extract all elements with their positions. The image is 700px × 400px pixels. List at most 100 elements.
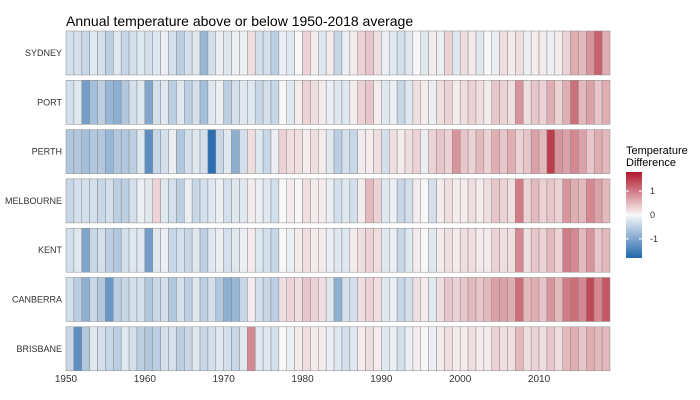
- heatmap-cell-sydney-1978: [286, 30, 295, 76]
- heatmap-cell-brisbane-2000: [459, 326, 469, 372]
- heatmap-cell-kent-1991: [389, 227, 398, 273]
- heatmap-cell-melbourne-1965: [184, 178, 193, 224]
- heatmap-cell-port-1972: [239, 80, 248, 125]
- heatmap-cell-canberra-1967: [199, 277, 209, 322]
- heatmap-cell-perth-1985: [341, 129, 351, 174]
- heatmap-cell-sydney-1983: [325, 30, 335, 76]
- heatmap-cell-port-1956: [113, 80, 122, 125]
- heatmap-cell-kent-1973: [247, 227, 256, 273]
- heatmap-cell-melbourne-1957: [120, 178, 130, 224]
- heatmap-cell-sydney-1992: [396, 30, 406, 76]
- heatmap-cell-canberra-1954: [97, 277, 106, 322]
- heatmap-cell-perth-1992: [396, 129, 406, 174]
- heatmap-cell-melbourne-2010: [538, 178, 548, 224]
- heatmap-cell-sydney-1970: [223, 30, 232, 76]
- row-label: SYDNEY: [25, 48, 62, 58]
- heatmap-cell-sydney-1965: [184, 30, 193, 76]
- heatmap-cell-port-1989: [373, 80, 382, 125]
- heatmap-cell-melbourne-1999: [452, 178, 461, 224]
- heatmap-cell-kent-1952: [81, 227, 90, 273]
- heatmap-cell-brisbane-1985: [341, 326, 351, 372]
- heatmap-cell-brisbane-1958: [128, 326, 138, 372]
- heatmap-cell-brisbane-2008: [523, 326, 532, 372]
- heatmap-cell-melbourne-2012: [554, 178, 563, 224]
- heatmap-cell-canberra-1965: [184, 277, 193, 322]
- heatmap-cell-canberra-1998: [444, 277, 453, 322]
- heatmap-cell-sydney-1996: [428, 30, 437, 76]
- heatmap-cell-brisbane-2014: [570, 326, 579, 372]
- heatmap-cell-kent-1986: [349, 227, 358, 273]
- heatmap-cell-brisbane-1977: [278, 326, 287, 372]
- heatmap-cell-brisbane-1966: [191, 326, 201, 372]
- heatmap-cell-melbourne-1966: [191, 178, 201, 224]
- heatmap-cell-melbourne-2001: [467, 178, 477, 224]
- heatmap-cell-perth-2017: [593, 129, 603, 174]
- heatmap-cell-perth-1999: [452, 129, 461, 174]
- heatmap-cell-sydney-1976: [270, 30, 280, 76]
- heatmap-cell-kent-1951: [73, 227, 83, 273]
- heatmap-cell-sydney-1966: [191, 30, 201, 76]
- heatmap-cell-brisbane-2006: [507, 326, 516, 372]
- heatmap-cell-canberra-1991: [389, 277, 398, 322]
- heatmap-cell-canberra-1957: [120, 277, 130, 322]
- heatmap-cell-canberra-1966: [191, 277, 201, 322]
- heatmap-cell-port-2010: [538, 80, 548, 125]
- heatmap-cell-brisbane-1996: [428, 326, 437, 372]
- heatmap-cell-brisbane-1980: [302, 326, 311, 372]
- heatmap-cell-melbourne-1955: [105, 178, 114, 224]
- heatmap-cell-melbourne-1998: [444, 178, 453, 224]
- heatmap-cell-melbourne-1972: [239, 178, 248, 224]
- heatmap-cell-canberra-1987: [357, 277, 366, 322]
- heatmap-cell-kent-2015: [578, 227, 587, 273]
- heatmap-cell-perth-1977: [278, 129, 287, 174]
- heatmap-cell-melbourne-1958: [128, 178, 138, 224]
- heatmap-cell-melbourne-1977: [278, 178, 287, 224]
- heatmap-cell-perth-1954: [97, 129, 106, 174]
- heatmap-cell-sydney-1973: [247, 30, 256, 76]
- heatmap-cell-brisbane-2013: [562, 326, 571, 372]
- heatmap-cell-sydney-2001: [467, 30, 477, 76]
- heatmap-cell-kent-2010: [538, 227, 548, 273]
- heatmap-cell-canberra-1994: [412, 277, 422, 322]
- heatmap-cell-kent-1981: [310, 227, 319, 273]
- heatmap-cell-sydney-1999: [452, 30, 461, 76]
- heatmap-cell-perth-1956: [113, 129, 122, 174]
- heatmap-cell-brisbane-1998: [444, 326, 453, 372]
- heatmap-cell-kent-2008: [523, 227, 532, 273]
- heatmap-cell-perth-1972: [239, 129, 248, 174]
- heatmap-cell-brisbane-1971: [231, 326, 240, 372]
- heatmap-cell-port-1955: [105, 80, 114, 125]
- heatmap-cell-kent-1984: [333, 227, 343, 273]
- heatmap-cell-melbourne-1978: [286, 178, 295, 224]
- x-tick-label: 1980: [291, 374, 314, 385]
- heatmap-cell-sydney-1968: [207, 30, 217, 76]
- heatmap-cell-kent-1972: [239, 227, 248, 273]
- heatmap-cell-brisbane-1982: [318, 326, 327, 372]
- heatmap-cell-brisbane-1978: [286, 326, 295, 372]
- heatmap-cell-brisbane-2010: [538, 326, 548, 372]
- heatmap-cell-canberra-1997: [436, 277, 445, 322]
- heatmap-cell-perth-2015: [578, 129, 587, 174]
- heatmap-cell-brisbane-1991: [389, 326, 398, 372]
- heatmap-cell-sydney-2009: [530, 30, 540, 76]
- heatmap-cell-brisbane-1979: [294, 326, 303, 372]
- heatmap-cell-port-2014: [570, 80, 579, 125]
- heatmap-cell-brisbane-2001: [467, 326, 477, 372]
- heatmap-cell-melbourne-1951: [73, 178, 83, 224]
- heatmap-cell-sydney-1987: [357, 30, 366, 76]
- heatmap-cell-brisbane-1976: [270, 326, 280, 372]
- heatmap-cell-kent-1960: [144, 227, 153, 273]
- heatmap-cell-port-1981: [310, 80, 319, 125]
- heatmap-cell-canberra-1958: [128, 277, 138, 322]
- heatmap-cell-perth-1955: [105, 129, 114, 174]
- heatmap-cell-sydney-1974: [254, 30, 264, 76]
- heatmap-cell-perth-1990: [381, 129, 390, 174]
- heatmap-cell-port-1995: [420, 80, 429, 125]
- heatmap-cell-perth-1959: [136, 129, 146, 174]
- heatmap-cell-canberra-1970: [223, 277, 232, 322]
- heatmap-cell-perth-1961: [152, 129, 161, 174]
- heatmap-cell-port-2016: [586, 80, 595, 125]
- heatmap-cell-canberra-2012: [554, 277, 563, 322]
- heatmap-cell-kent-2006: [507, 227, 516, 273]
- heatmap-cell-perth-1991: [389, 129, 398, 174]
